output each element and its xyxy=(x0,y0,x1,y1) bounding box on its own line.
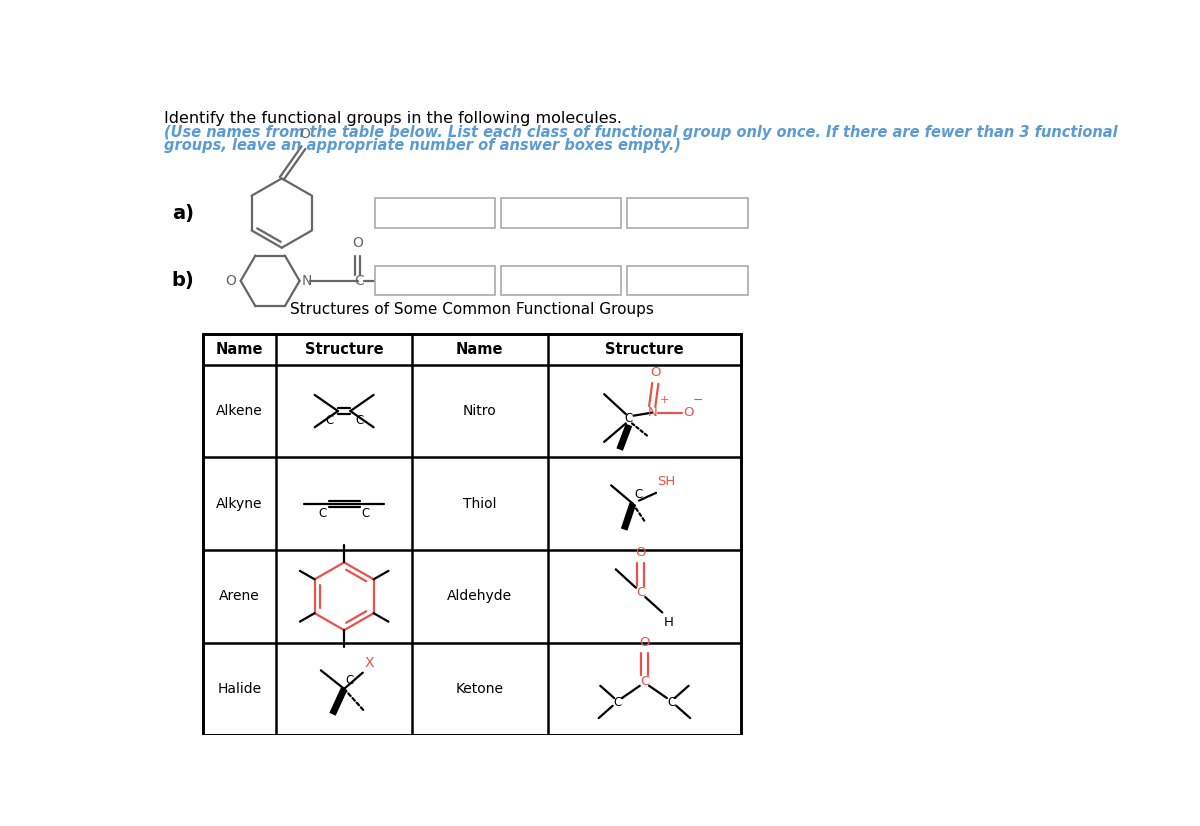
Text: N: N xyxy=(302,274,312,287)
Bar xyxy=(502,198,622,228)
Text: Alkene: Alkene xyxy=(216,404,263,418)
Text: C: C xyxy=(319,506,328,520)
Text: (Use names from the table below. List each class of functional group only once. : (Use names from the table below. List ea… xyxy=(164,125,1117,140)
Text: Name: Name xyxy=(216,342,263,357)
Text: C: C xyxy=(635,487,643,501)
Text: X: X xyxy=(365,656,373,670)
Text: C: C xyxy=(355,414,364,427)
Text: Structure: Structure xyxy=(605,342,684,357)
Bar xyxy=(628,266,748,296)
Bar xyxy=(374,198,494,228)
Text: SH: SH xyxy=(658,475,676,488)
Text: O: O xyxy=(683,406,694,419)
Text: a): a) xyxy=(172,203,193,222)
Text: O: O xyxy=(226,274,236,287)
Bar xyxy=(203,334,742,735)
Text: Name: Name xyxy=(456,342,504,357)
Text: Nitro: Nitro xyxy=(463,404,497,418)
Text: groups, leave an appropriate number of answer boxes empty.): groups, leave an appropriate number of a… xyxy=(164,139,680,154)
Text: −: − xyxy=(692,393,703,406)
Bar xyxy=(374,266,494,296)
Text: C: C xyxy=(667,696,676,710)
Text: C: C xyxy=(361,506,370,520)
Text: b): b) xyxy=(172,271,194,291)
Text: O: O xyxy=(635,545,646,558)
Bar xyxy=(502,266,622,296)
Text: Halide: Halide xyxy=(217,681,262,695)
Text: O: O xyxy=(640,636,649,648)
Text: Thiol: Thiol xyxy=(463,496,497,510)
Text: CH₃: CH₃ xyxy=(404,274,430,287)
Text: O: O xyxy=(650,366,660,379)
Text: C: C xyxy=(346,674,354,687)
Text: O: O xyxy=(353,236,364,250)
Text: O: O xyxy=(300,127,311,141)
Text: Alkyne: Alkyne xyxy=(216,496,263,510)
Text: H: H xyxy=(664,615,673,629)
Text: Aldehyde: Aldehyde xyxy=(448,589,512,603)
Text: Identify the functional groups in the following molecules.: Identify the functional groups in the fo… xyxy=(164,112,622,126)
Text: Structures of Some Common Functional Groups: Structures of Some Common Functional Gro… xyxy=(290,302,654,317)
Text: C: C xyxy=(325,414,334,427)
Text: Arene: Arene xyxy=(220,589,260,603)
Text: C: C xyxy=(640,675,649,687)
Bar xyxy=(628,198,748,228)
Text: C: C xyxy=(613,696,622,710)
Text: C: C xyxy=(636,586,646,599)
Text: C: C xyxy=(625,412,634,425)
Text: Ketone: Ketone xyxy=(456,681,504,695)
Text: N: N xyxy=(647,406,658,419)
Text: C: C xyxy=(354,274,364,287)
Text: +: + xyxy=(660,395,670,405)
Text: Structure: Structure xyxy=(305,342,384,357)
